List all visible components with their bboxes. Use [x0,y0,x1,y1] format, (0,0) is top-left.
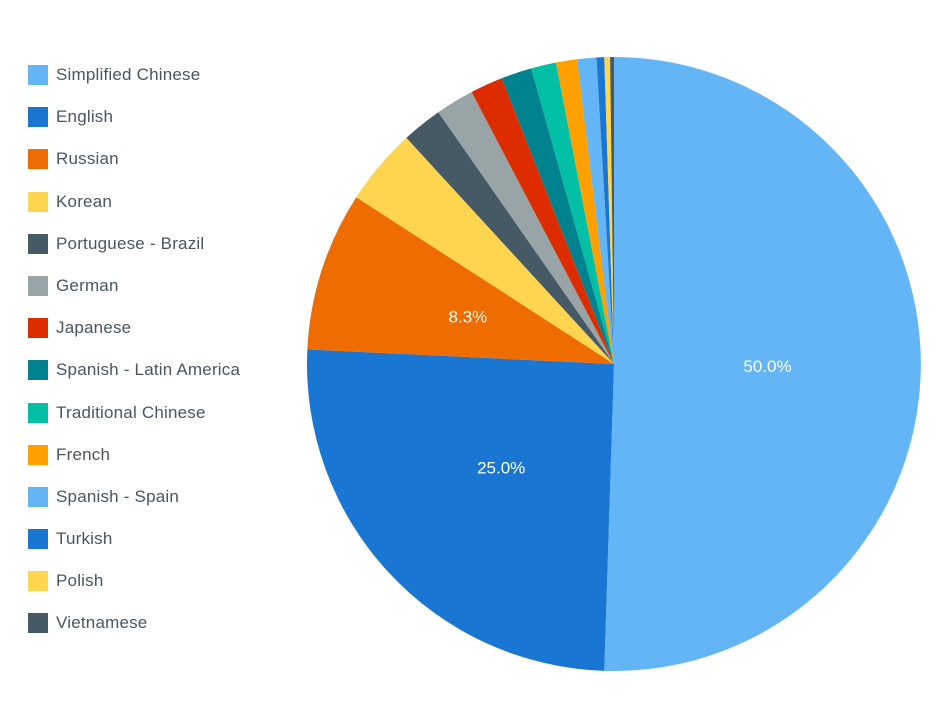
legend-label: Japanese [56,318,132,338]
pie-slice[interactable] [307,349,614,671]
legend-swatch [28,318,48,339]
pie-slice[interactable] [604,57,614,365]
pie-slice[interactable] [406,112,614,365]
legend-swatch [28,402,48,423]
legend-item[interactable]: Spanish - Latin America [28,359,240,401]
legend-label: Spanish - Latin America [56,360,241,380]
pie-slice[interactable] [577,57,614,365]
legend-swatch [28,486,48,507]
legend-label: Korean [56,191,113,211]
legend-swatch [28,275,48,296]
legend-item[interactable]: Russian [28,148,240,190]
pie-slice[interactable] [471,78,614,365]
legend-label: German [56,275,119,295]
legend-swatch [28,107,48,128]
legend-swatch [28,613,48,634]
pie-slice[interactable] [555,59,614,364]
pie-slice[interactable] [596,57,614,365]
legend-item[interactable]: Traditional Chinese [28,402,240,444]
legend-item[interactable]: French [28,444,240,486]
legend-item[interactable]: Polish [28,570,240,612]
pie-slice[interactable] [531,62,614,365]
legend-swatch [28,529,48,550]
legend-swatch [28,360,48,381]
legend-item[interactable]: Japanese [28,317,240,359]
legend-swatch [28,571,48,592]
legend-item[interactable]: Spanish - Spain [28,486,240,528]
legend-label: Simplified Chinese [56,65,201,84]
legend-swatch [28,233,48,254]
legend-item[interactable]: Portuguese - Brazil [28,233,240,275]
legend-item[interactable]: German [28,275,240,317]
legend-swatch [28,444,48,465]
legend-swatch [28,149,48,170]
legend-swatch [28,191,48,212]
chart-legend: Simplified Chinese English Russian Korean Po… [28,64,240,655]
legend-label: Vietnamese [56,613,148,633]
slice-data-label: 25.0% [477,459,525,478]
legend-label: French [56,444,111,464]
legend-item[interactable]: English [28,106,240,148]
pie-slice[interactable] [610,56,614,364]
slice-data-label: 50.0% [743,357,791,376]
legend-label: English [56,107,114,127]
legend-item[interactable]: Korean [28,191,240,233]
legend-label: Turkish [56,529,113,549]
pie-slice[interactable] [356,137,614,364]
legend-label: Spanish - Spain [56,486,180,506]
legend-swatch [28,65,48,85]
pie-data-labels: 50.0% 25.0% 8.3% [449,308,792,478]
pie-slice[interactable] [307,197,614,364]
legend-item[interactable]: Simplified Chinese [28,64,240,106]
legend-label: Polish [56,571,104,591]
legend-label: Russian [56,149,119,169]
pie-slice[interactable] [438,92,614,364]
pie-slice[interactable] [604,57,921,671]
legend-label: Traditional Chinese [56,402,206,422]
slice-data-label: 8.3% [449,308,488,327]
legend-item[interactable]: Turkish [28,528,240,570]
legend-item[interactable]: Vietnamese [28,612,240,654]
legend-label: Portuguese - Brazil [56,233,205,253]
pie-slice[interactable] [501,68,614,365]
pie-slices [307,56,921,671]
